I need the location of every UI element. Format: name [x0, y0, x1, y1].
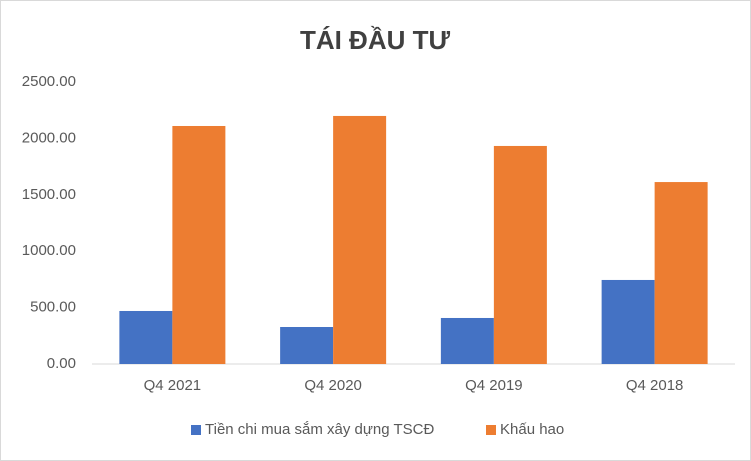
chart-title: TÁI ĐẦU TƯ [300, 25, 451, 55]
bar [440, 317, 494, 364]
legend-label: Khấu hao [500, 421, 564, 438]
legend-swatch [486, 425, 496, 435]
bar [172, 125, 226, 364]
x-tick-label: Q4 2019 [465, 377, 523, 394]
bar [654, 182, 708, 364]
y-tick-label: 1500.00 [22, 186, 76, 203]
y-tick-label: 1000.00 [22, 242, 76, 259]
bar [119, 310, 173, 364]
legend-label: Tiền chi mua sắm xây dựng TSCĐ [205, 421, 434, 438]
bar [493, 145, 547, 364]
bar [601, 279, 655, 364]
y-tick-label: 500.00 [30, 299, 76, 316]
y-tick-label: 2500.00 [22, 73, 76, 90]
bar [333, 115, 387, 365]
x-tick-label: Q4 2018 [626, 377, 684, 394]
x-tick-label: Q4 2021 [144, 377, 202, 394]
y-tick-label: 2000.00 [22, 129, 76, 146]
y-tick-label: 0.00 [47, 355, 76, 372]
bar [280, 327, 334, 364]
x-tick-label: Q4 2020 [304, 377, 362, 394]
legend-swatch [191, 425, 201, 435]
